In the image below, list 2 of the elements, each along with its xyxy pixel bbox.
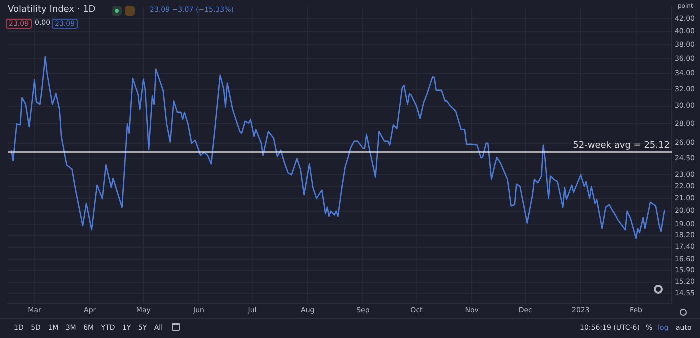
ref-line-label: 52-week avg = 25.12: [573, 141, 670, 152]
chart-title: Volatility Index · 1D: [8, 5, 96, 15]
